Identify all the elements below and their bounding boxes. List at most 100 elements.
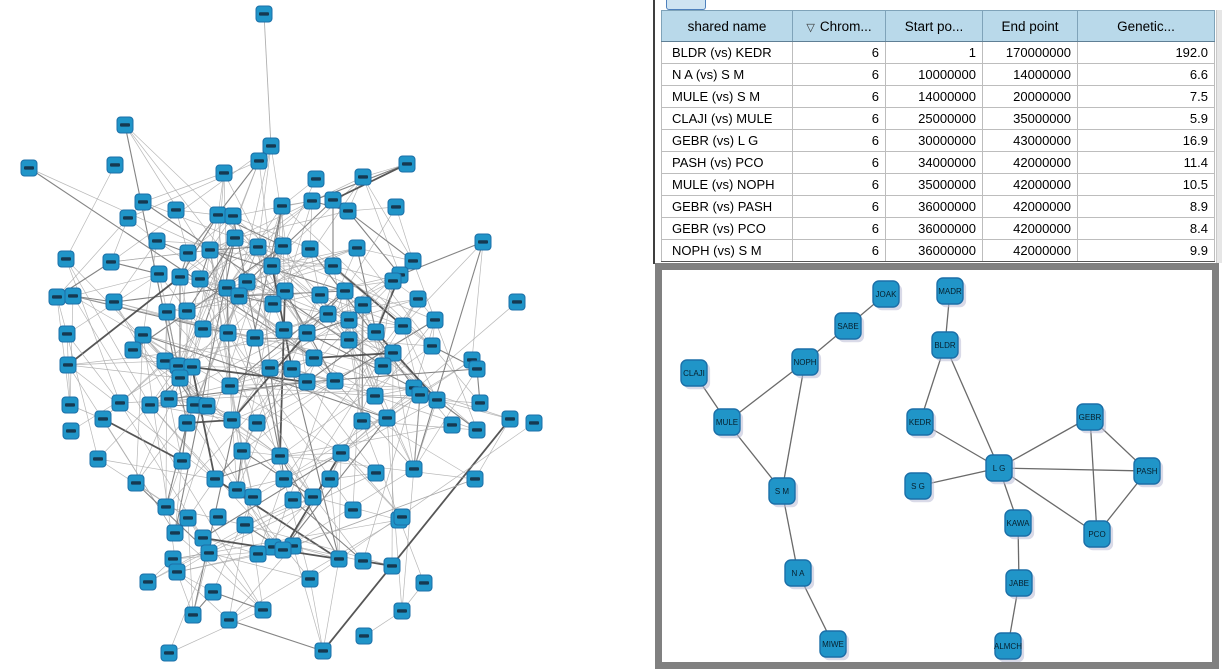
network-node[interactable]	[354, 168, 372, 186]
network-node[interactable]	[206, 470, 224, 488]
network-node[interactable]	[116, 116, 134, 134]
network-node[interactable]	[226, 229, 244, 247]
table-cell[interactable]: 42000000	[982, 239, 1078, 262]
table-cell[interactable]: 42000000	[982, 173, 1078, 196]
table-cell[interactable]: CLAJI (vs) MULE	[661, 107, 793, 130]
network-node[interactable]	[330, 550, 348, 568]
network-node-s-m[interactable]: S M	[768, 477, 799, 508]
network-node[interactable]	[248, 414, 266, 432]
table-row[interactable]: GEBR (vs) PASH 6 36000000 42000000 8.9	[661, 195, 1215, 218]
network-node[interactable]	[160, 390, 178, 408]
table-cell[interactable]: 14000000	[982, 63, 1078, 86]
network-node[interactable]	[134, 326, 152, 344]
network-node[interactable]	[48, 288, 66, 306]
network-node-pash[interactable]: PASH	[1133, 457, 1164, 488]
table-cell[interactable]: 16.9	[1077, 129, 1215, 152]
network-node[interactable]	[246, 329, 264, 347]
network-node[interactable]	[111, 394, 129, 412]
network-node[interactable]	[179, 509, 197, 527]
network-node[interactable]	[366, 387, 384, 405]
network-node[interactable]	[274, 237, 292, 255]
network-node[interactable]	[321, 470, 339, 488]
network-node[interactable]	[171, 369, 189, 387]
panel-tab[interactable]	[666, 0, 706, 10]
network-node[interactable]	[303, 192, 321, 210]
network-node[interactable]	[405, 460, 423, 478]
network-node[interactable]	[344, 501, 362, 519]
network-node[interactable]	[501, 410, 519, 428]
network-node-pco[interactable]: PCO	[1083, 520, 1114, 551]
network-node[interactable]	[249, 238, 267, 256]
vertical-scrollbar[interactable]	[1216, 10, 1222, 263]
network-node[interactable]	[167, 201, 185, 219]
table-cell[interactable]: 6	[792, 129, 886, 152]
network-node[interactable]	[228, 481, 246, 499]
network-node-almch[interactable]: ALMCH	[994, 632, 1025, 662]
network-node[interactable]	[324, 191, 342, 209]
network-node-claji[interactable]: CLAJI	[680, 359, 711, 390]
network-node[interactable]	[471, 394, 489, 412]
table-cell[interactable]: MULE (vs) NOPH	[661, 173, 793, 196]
network-node[interactable]	[466, 470, 484, 488]
network-node[interactable]	[168, 563, 186, 581]
network-node[interactable]	[57, 250, 75, 268]
network-node[interactable]	[160, 644, 178, 662]
network-node[interactable]	[204, 583, 222, 601]
network-node[interactable]	[183, 358, 201, 376]
column-header-shared-name[interactable]: shared name	[661, 10, 793, 42]
network-node[interactable]	[158, 303, 176, 321]
network-node-miwe[interactable]: MIWE	[819, 630, 850, 661]
column-header-chrom---[interactable]: ▽ Chrom...	[792, 10, 886, 42]
network-node[interactable]	[173, 452, 191, 470]
network-node[interactable]	[194, 529, 212, 547]
network-node[interactable]	[426, 311, 444, 329]
network-node[interactable]	[276, 282, 294, 300]
network-node[interactable]	[305, 349, 323, 367]
network-node[interactable]	[353, 412, 371, 430]
table-cell[interactable]: 6	[792, 151, 886, 174]
table-cell[interactable]: 42000000	[982, 151, 1078, 174]
network-node[interactable]	[220, 611, 238, 629]
network-node[interactable]	[415, 574, 433, 592]
table-cell[interactable]: N A (vs) S M	[661, 63, 793, 86]
table-cell[interactable]: 7.5	[1077, 85, 1215, 108]
network-node[interactable]	[250, 152, 268, 170]
table-cell[interactable]: BLDR (vs) KEDR	[661, 41, 793, 64]
network-node[interactable]	[244, 488, 262, 506]
edge-attribute-table[interactable]: shared name ▽ Chrom... Start po... End point…	[661, 10, 1215, 262]
network-node[interactable]	[164, 550, 182, 568]
network-node[interactable]	[219, 324, 237, 342]
table-cell[interactable]: 42000000	[982, 195, 1078, 218]
main-network-canvas[interactable]	[0, 0, 655, 669]
network-node[interactable]	[393, 508, 411, 526]
network-node-mule[interactable]: MULE	[713, 408, 744, 439]
network-node[interactable]	[283, 360, 301, 378]
network-node[interactable]	[198, 397, 216, 415]
table-cell[interactable]: GEBR (vs) PCO	[661, 217, 793, 240]
table-cell[interactable]: 8.9	[1077, 195, 1215, 218]
network-node[interactable]	[384, 272, 402, 290]
table-cell[interactable]: 9.9	[1077, 239, 1215, 262]
network-node-jabe[interactable]: JABE	[1005, 569, 1036, 600]
network-node[interactable]	[89, 450, 107, 468]
network-node[interactable]	[508, 293, 526, 311]
table-cell[interactable]: 6	[792, 41, 886, 64]
network-node-madr[interactable]: MADR	[936, 277, 967, 308]
network-node[interactable]	[307, 170, 325, 188]
network-node[interactable]	[387, 198, 405, 216]
network-node[interactable]	[298, 324, 316, 342]
network-node[interactable]	[355, 627, 373, 645]
network-node[interactable]	[468, 421, 486, 439]
network-node[interactable]	[62, 422, 80, 440]
network-node[interactable]	[141, 396, 159, 414]
network-node[interactable]	[319, 305, 337, 323]
network-node[interactable]	[233, 442, 251, 460]
column-header-start-po---[interactable]: Start po...	[885, 10, 983, 42]
network-node[interactable]	[230, 287, 248, 305]
network-node[interactable]	[171, 268, 189, 286]
table-cell[interactable]: 20000000	[982, 85, 1078, 108]
table-cell[interactable]: 36000000	[885, 195, 983, 218]
network-node[interactable]	[314, 642, 332, 660]
network-node[interactable]	[194, 320, 212, 338]
table-cell[interactable]: 1	[885, 41, 983, 64]
